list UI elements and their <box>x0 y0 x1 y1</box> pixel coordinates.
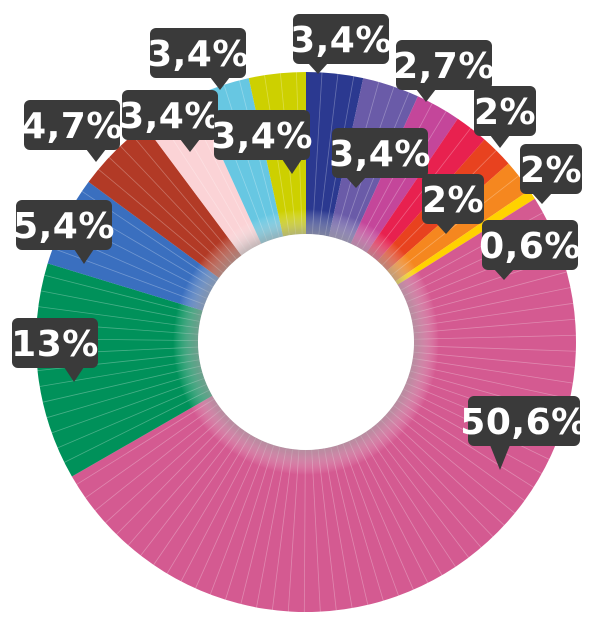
callout-pointer <box>308 63 328 74</box>
callout-pointer <box>490 135 510 148</box>
donut-slice <box>71 198 576 612</box>
slice-callout: 2% <box>474 86 536 148</box>
slice-label: 50,6% <box>460 402 587 443</box>
slice-label: 3,4% <box>147 34 249 75</box>
callout-box <box>482 220 578 270</box>
slice-callout: 2,7% <box>393 40 495 102</box>
callout-box <box>293 14 389 64</box>
callout-box <box>122 90 218 140</box>
callout-box <box>422 174 484 224</box>
slice-label: 13% <box>11 324 99 365</box>
slice-callout: 2% <box>422 174 484 234</box>
callout-box <box>150 28 246 78</box>
slice-callout: 0,6% <box>479 220 581 280</box>
slice-callout: 3,4% <box>147 28 249 90</box>
slice-label: 3,4% <box>211 116 313 157</box>
callout-box <box>16 200 112 250</box>
callout-box <box>396 40 492 90</box>
slice-callout: 13% <box>11 318 99 382</box>
slice-label: 4,7% <box>21 106 123 147</box>
callout-pointer <box>210 77 230 90</box>
callout-box <box>24 100 120 150</box>
slice-callout: 3,4% <box>329 128 431 188</box>
slice-callout: 3,4% <box>290 14 392 74</box>
callout-pointer <box>494 269 514 280</box>
slice-label: 3,4% <box>329 134 431 175</box>
slice-label: 5,4% <box>13 206 115 247</box>
callout-pointer <box>436 223 456 234</box>
donut-slice <box>36 263 213 477</box>
slice-label: 3,4% <box>119 96 221 137</box>
callout-pointer <box>490 445 510 470</box>
slice-callout: 50,6% <box>460 396 587 470</box>
callout-pointer <box>74 249 94 264</box>
callout-pointer <box>86 149 106 162</box>
slice-callout: 5,4% <box>13 200 115 264</box>
data-labels: 3,4%3,4%2,7%2%2%2%0,6%50,6%13%5,4%4,7%3,… <box>11 14 587 470</box>
callout-box <box>520 144 582 194</box>
slice-label: 0,6% <box>479 226 581 267</box>
slice-callout: 4,7% <box>21 100 123 162</box>
slice-callout: 2% <box>520 144 582 204</box>
slice-label: 2,7% <box>393 46 495 87</box>
donut-slice <box>395 190 535 285</box>
slice-callout: 3,4% <box>211 110 313 174</box>
callout-pointer <box>346 177 366 188</box>
callout-pointer <box>416 89 436 102</box>
donut-slice <box>88 125 242 278</box>
callout-box <box>332 128 428 178</box>
slice-label: 2% <box>474 92 536 133</box>
callout-box <box>12 318 98 368</box>
slice-callout: 3,4% <box>119 90 221 152</box>
callout-pointer <box>282 159 302 174</box>
callout-box <box>474 86 536 136</box>
callout-box <box>468 396 580 446</box>
callout-box <box>214 110 310 160</box>
callout-pointer <box>64 367 84 382</box>
donut-hole <box>198 234 414 450</box>
slice-label: 2% <box>422 180 484 221</box>
callout-pointer <box>532 193 552 204</box>
slice-label: 3,4% <box>290 20 392 61</box>
callout-pointer <box>180 139 200 152</box>
slice-label: 2% <box>520 150 582 191</box>
